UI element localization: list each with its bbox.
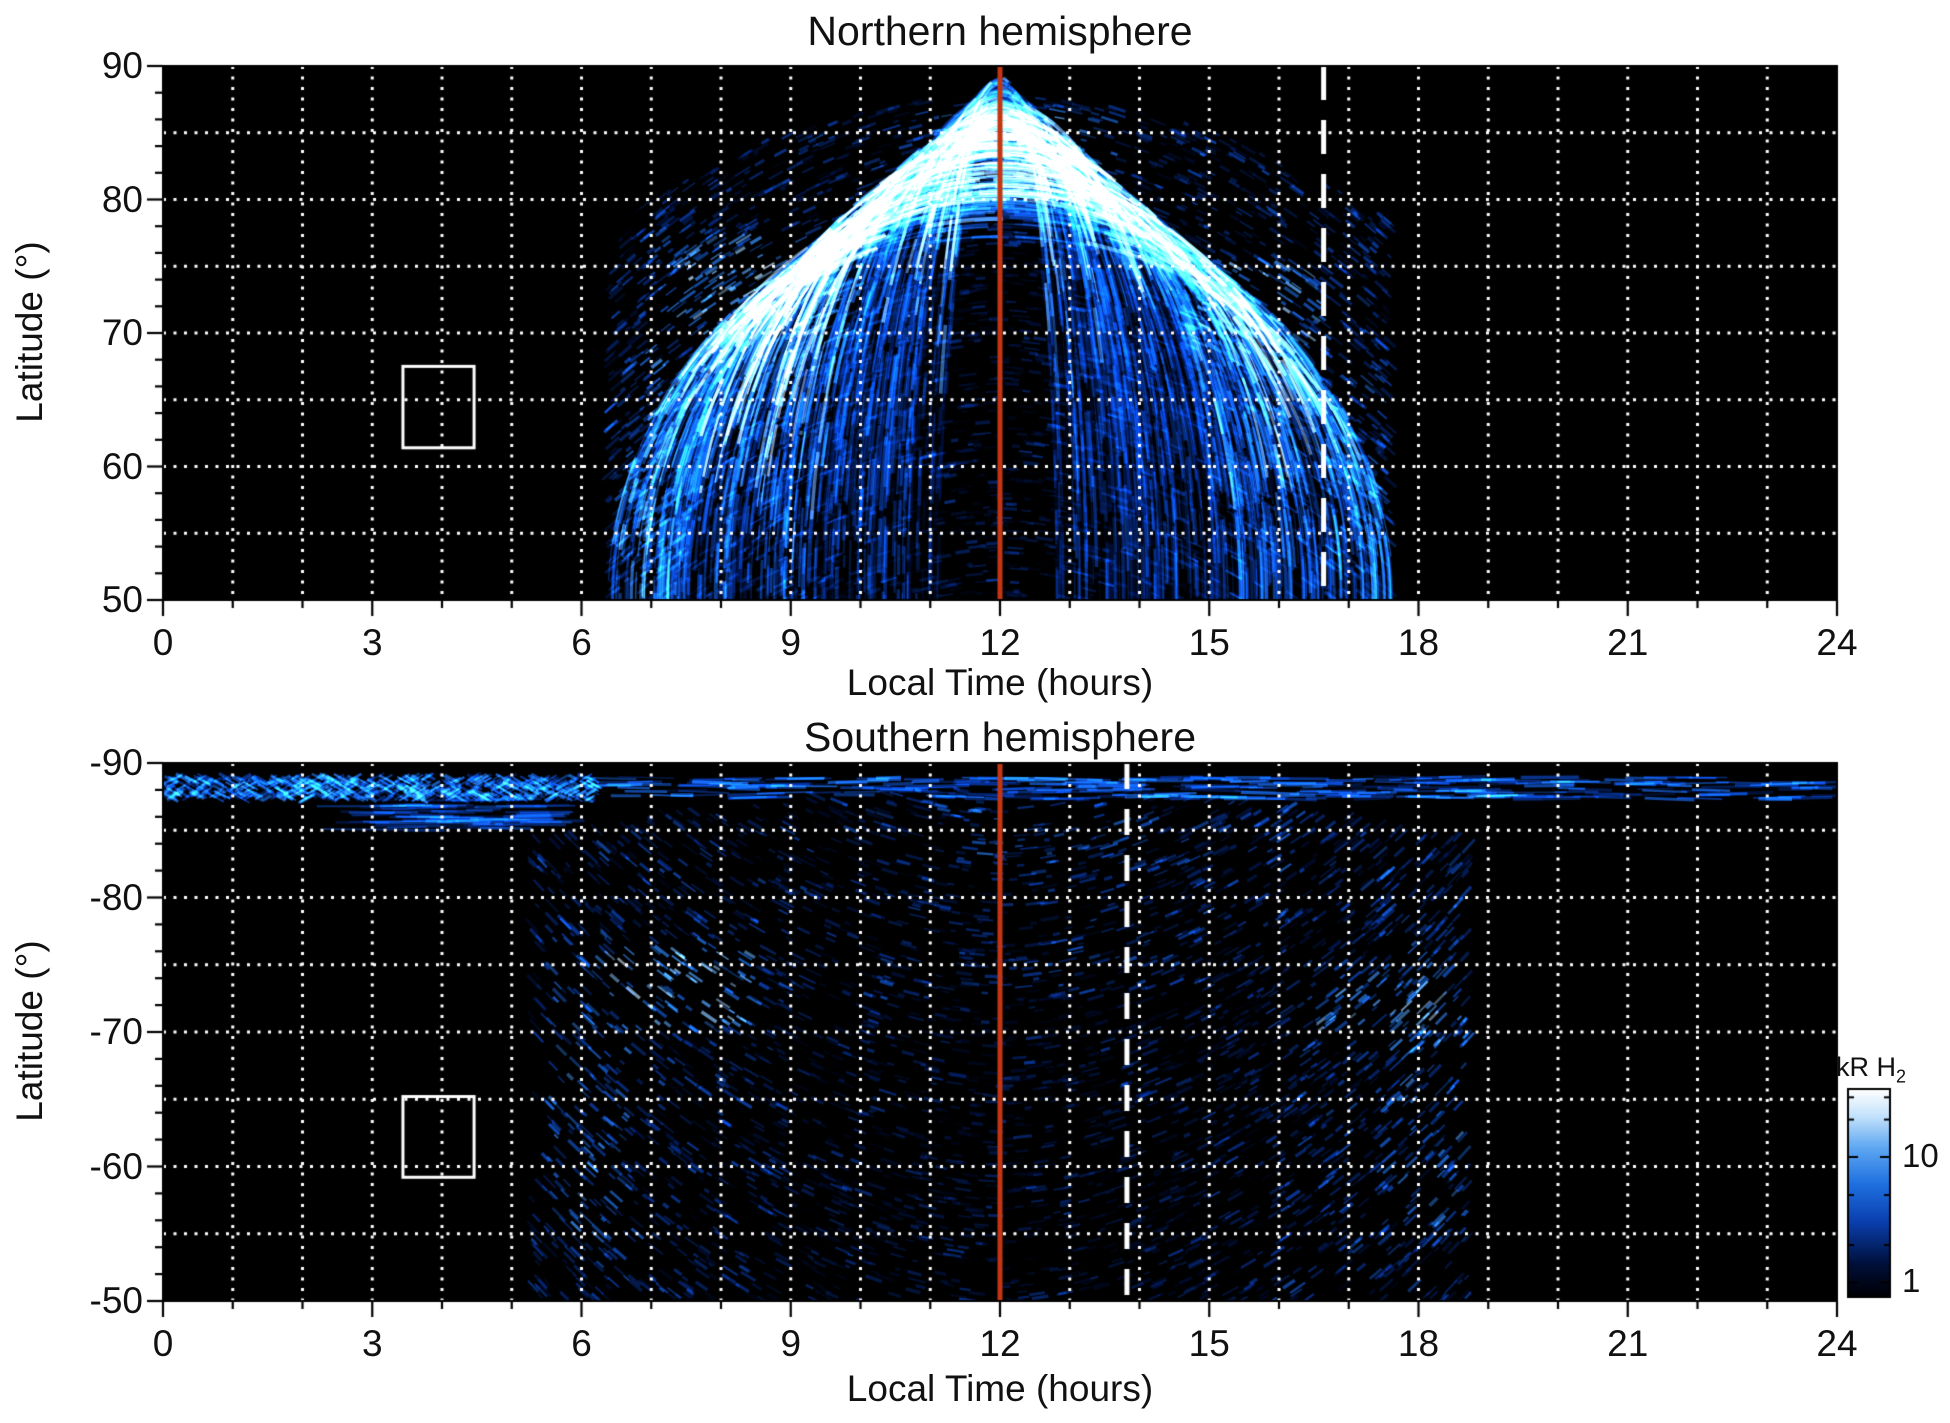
colorbar-title: kR H2 [1836, 1052, 1906, 1087]
colorbar-tick-label: 1 [1902, 1262, 1921, 1300]
x-tick-label: 9 [780, 1323, 802, 1364]
south-xaxis-label: Local Time (hours) [846, 1368, 1154, 1409]
x-tick-label: 18 [1397, 622, 1440, 663]
x-tick-label: 9 [780, 622, 802, 663]
y-tick-label: 90 [101, 45, 143, 86]
colorbar-title-main: kR H [1836, 1052, 1896, 1082]
x-tick-label: 24 [1816, 1323, 1858, 1364]
x-tick-label: 12 [979, 622, 1021, 663]
y-tick-label: -60 [89, 1145, 143, 1187]
x-tick-label: 3 [361, 622, 383, 663]
y-tick-label: -70 [89, 1011, 143, 1052]
x-tick-label: 6 [571, 622, 592, 663]
y-tick-label: -50 [89, 1280, 143, 1321]
x-tick-label: 21 [1607, 1323, 1649, 1364]
x-tick-label: 15 [1188, 622, 1230, 663]
y-tick-label: 80 [101, 178, 143, 220]
colorbar-title-sub: 2 [1896, 1066, 1907, 1087]
y-tick-label: 50 [101, 579, 143, 620]
x-tick-label: 3 [361, 1323, 383, 1364]
y-tick-label: -90 [89, 742, 143, 783]
south-panel-title: Southern hemisphere [803, 714, 1197, 760]
north-panel-title: Northern hemisphere [807, 8, 1193, 54]
y-tick-label: -80 [89, 876, 143, 918]
y-tick-label: 70 [101, 312, 143, 353]
y-tick-label: 60 [101, 445, 143, 487]
x-tick-label: 24 [1816, 622, 1858, 663]
x-tick-label: 0 [152, 1323, 174, 1364]
colorbar-tick-label: 10 [1902, 1137, 1939, 1175]
x-tick-label: 15 [1188, 1323, 1230, 1364]
x-tick-label: 18 [1397, 1323, 1440, 1364]
x-tick-label: 21 [1607, 622, 1649, 663]
x-tick-label: 12 [979, 1323, 1021, 1364]
x-tick-label: 0 [152, 622, 174, 663]
x-tick-label: 6 [571, 1323, 592, 1364]
north-xaxis-label: Local Time (hours) [846, 662, 1154, 703]
